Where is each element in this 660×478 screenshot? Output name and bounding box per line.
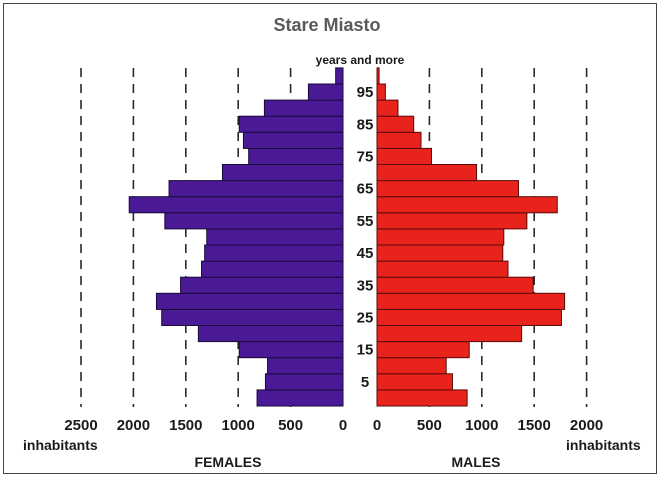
bar-females-age-55 <box>164 212 344 230</box>
chart-frame: Stare Miasto years and more 5 15 25 35 45 55 6… <box>3 3 657 474</box>
age-tick-75: 75 <box>357 148 374 165</box>
bar-females-age-75 <box>248 147 344 165</box>
females-axis-tick-500: 500 <box>278 417 303 434</box>
bar-females-age-60 <box>128 196 344 214</box>
bar-males-age-50 <box>376 228 505 246</box>
age-axis-top-label: years and more <box>316 53 405 67</box>
bar-males-age-100 <box>376 67 380 85</box>
age-tick-25: 25 <box>357 309 374 326</box>
males-unit-label: inhabitants <box>566 437 641 453</box>
bar-females-age-70 <box>221 164 344 182</box>
bar-males-age-65 <box>376 180 519 198</box>
chart-title: Stare Miasto <box>273 15 380 35</box>
age-tick-95: 95 <box>357 84 374 101</box>
males-axis-tick-1000: 1000 <box>465 417 498 434</box>
bar-females-age-30 <box>155 292 344 310</box>
bar-males-age-30 <box>376 292 566 310</box>
bar-females-age-40 <box>201 260 344 278</box>
bar-males-age-25 <box>376 308 562 326</box>
females-axis-tick-0: 0 <box>339 417 347 434</box>
females-label: FEMALES <box>195 454 262 470</box>
males-axis-tick-0: 0 <box>373 417 381 434</box>
bar-females-age-95 <box>307 83 344 101</box>
bar-males-age-5 <box>376 373 453 391</box>
bar-females-age-85 <box>238 115 344 133</box>
bar-males-age-90 <box>376 99 399 117</box>
bar-females-age-50 <box>206 228 344 246</box>
females-axis-tick-1500: 1500 <box>169 417 202 434</box>
bar-females-age-65 <box>168 180 344 198</box>
bar-males-age-0 <box>376 389 468 407</box>
bar-females-age-45 <box>204 244 344 262</box>
females-unit-label: inhabitants <box>23 437 98 453</box>
females-axis-tick-2500: 2500 <box>64 417 97 434</box>
age-tick-5: 5 <box>361 374 369 391</box>
bar-males-age-15 <box>376 341 470 359</box>
bar-females-age-10 <box>267 357 344 375</box>
bar-females-age-5 <box>264 373 344 391</box>
bar-females-age-35 <box>180 276 344 294</box>
bar-females-age-0 <box>256 389 344 407</box>
age-tick-15: 15 <box>357 342 374 359</box>
axis-labels: 5 15 25 35 45 55 65 75 85 95 2500 2000 1500 1000 500 0 0… <box>64 84 603 434</box>
age-tick-45: 45 <box>357 245 374 262</box>
males-axis-tick-500: 500 <box>417 417 442 434</box>
bar-females-age-20 <box>197 325 344 343</box>
bars <box>128 67 566 407</box>
males-label: MALES <box>452 454 501 470</box>
bar-males-age-95 <box>376 83 386 101</box>
bar-males-age-35 <box>376 276 534 294</box>
age-tick-65: 65 <box>357 181 374 198</box>
bar-males-age-55 <box>376 212 528 230</box>
population-pyramid-chart: Stare Miasto years and more 5 15 25 35 45 55 6… <box>23 15 641 470</box>
bar-males-age-20 <box>376 325 523 343</box>
age-tick-35: 35 <box>357 277 374 294</box>
bar-females-age-90 <box>263 99 344 117</box>
males-axis-tick-2000: 2000 <box>570 417 603 434</box>
bar-males-age-85 <box>376 115 415 133</box>
females-axis-tick-1000: 1000 <box>222 417 255 434</box>
bar-females-age-15 <box>238 341 344 359</box>
bar-males-age-70 <box>376 164 478 182</box>
age-tick-55: 55 <box>357 213 374 230</box>
bar-males-age-40 <box>376 260 509 278</box>
females-axis-tick-2000: 2000 <box>117 417 150 434</box>
bar-males-age-80 <box>376 131 422 149</box>
males-axis-tick-1500: 1500 <box>518 417 551 434</box>
bar-males-age-75 <box>376 147 432 165</box>
bar-females-age-100 <box>335 67 344 85</box>
bar-males-age-60 <box>376 196 558 214</box>
bar-females-age-80 <box>242 131 344 149</box>
bar-females-age-25 <box>161 308 344 326</box>
bar-males-age-45 <box>376 244 504 262</box>
age-tick-85: 85 <box>357 116 374 133</box>
bar-males-age-10 <box>376 357 447 375</box>
